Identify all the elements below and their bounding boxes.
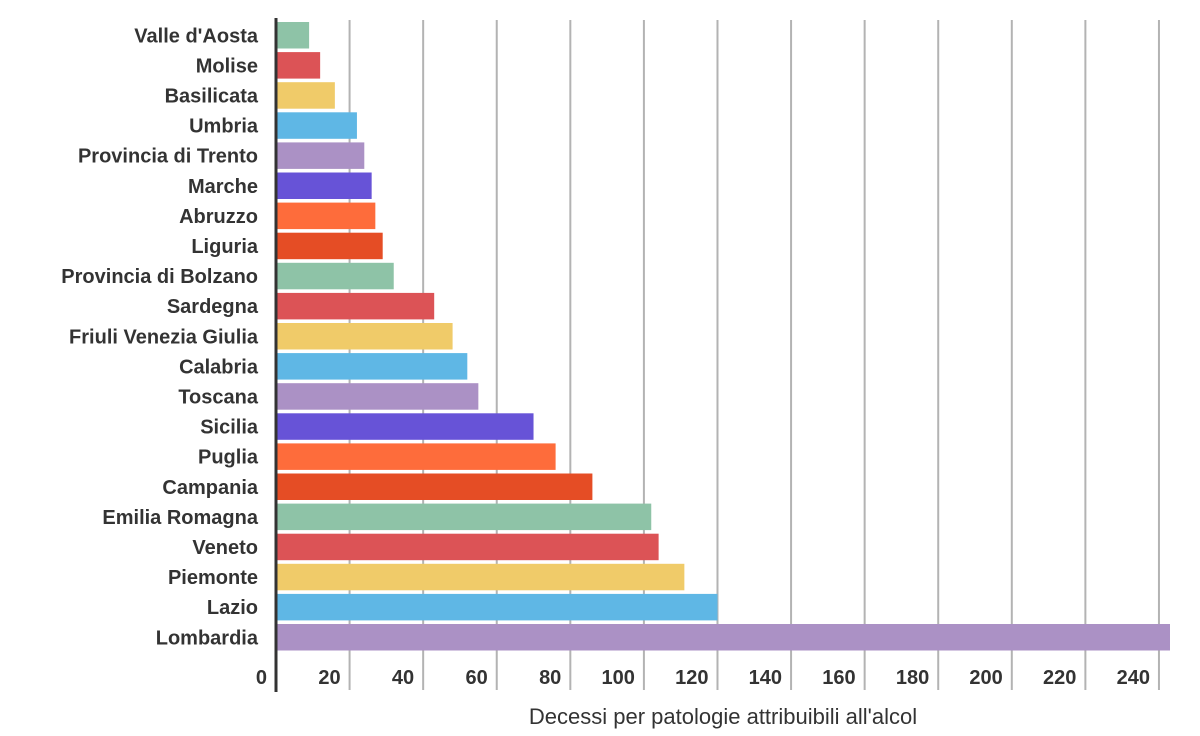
category-label: Lombardia [156, 627, 259, 649]
bar [276, 443, 556, 470]
category-label: Provincia di Trento [78, 146, 258, 168]
gridlines [348, 20, 1160, 690]
x-axis-title: Decessi per patologie attribuibili all'a… [529, 704, 917, 729]
x-tick-label: 160 [822, 667, 855, 689]
bar [276, 142, 365, 169]
category-label: Provincia di Bolzano [61, 266, 258, 288]
category-label: Sicilia [200, 417, 259, 439]
bar [276, 202, 376, 230]
bar [276, 563, 685, 591]
x-tick-label: 140 [749, 667, 782, 689]
x-tick-label: 60 [465, 667, 487, 689]
category-label: Piemonte [168, 567, 258, 589]
x-tick-label: 20 [318, 667, 340, 689]
bar [276, 262, 394, 290]
x-tick-label: 240 [1117, 667, 1150, 689]
x-tick-label: 220 [1043, 667, 1076, 689]
bar [276, 593, 718, 621]
category-label: Umbria [189, 116, 259, 138]
x-tick-label: 180 [896, 667, 929, 689]
category-label: Veneto [192, 537, 258, 559]
bar [276, 413, 534, 440]
x-tick-labels: 0 20 40 60 80 100 120 140 160 180 200 220 240 [256, 667, 1150, 689]
category-label: Lazio [207, 597, 258, 619]
category-label: Abruzzo [179, 206, 258, 228]
bar [276, 22, 310, 49]
category-label: Molise [196, 55, 258, 77]
category-label: Emilia Romagna [102, 507, 258, 529]
bars [276, 22, 1170, 651]
x-tick-label: 0 [256, 667, 267, 689]
bar [276, 353, 468, 380]
category-label: Toscana [178, 386, 259, 408]
x-tick-label: 100 [602, 667, 635, 689]
bar [276, 323, 453, 350]
bar [276, 82, 335, 109]
category-label: Calabria [179, 356, 259, 378]
x-tick-label: 80 [539, 667, 561, 689]
bar [276, 624, 1170, 651]
bar [276, 52, 321, 79]
bar [276, 112, 357, 139]
bar [276, 383, 479, 410]
category-labels: Valle d'Aosta Molise Basilicata Umbria Provi… [61, 25, 259, 649]
x-tick-label: 40 [392, 667, 414, 689]
bar [276, 533, 659, 561]
x-tick-label: 120 [675, 667, 708, 689]
bar [276, 292, 435, 320]
bar [276, 172, 372, 199]
category-label: Liguria [191, 236, 259, 258]
bar [276, 232, 383, 260]
category-label: Valle d'Aosta [134, 25, 259, 47]
category-label: Sardegna [167, 296, 259, 318]
category-label: Campania [162, 477, 258, 499]
bar [276, 503, 652, 531]
bar [276, 473, 593, 500]
x-tick-label: 200 [969, 667, 1002, 689]
category-label: Marche [188, 176, 258, 198]
category-label: Puglia [198, 447, 259, 469]
category-label: Friuli Venezia Giulia [69, 326, 259, 348]
category-label: Basilicata [165, 85, 259, 107]
